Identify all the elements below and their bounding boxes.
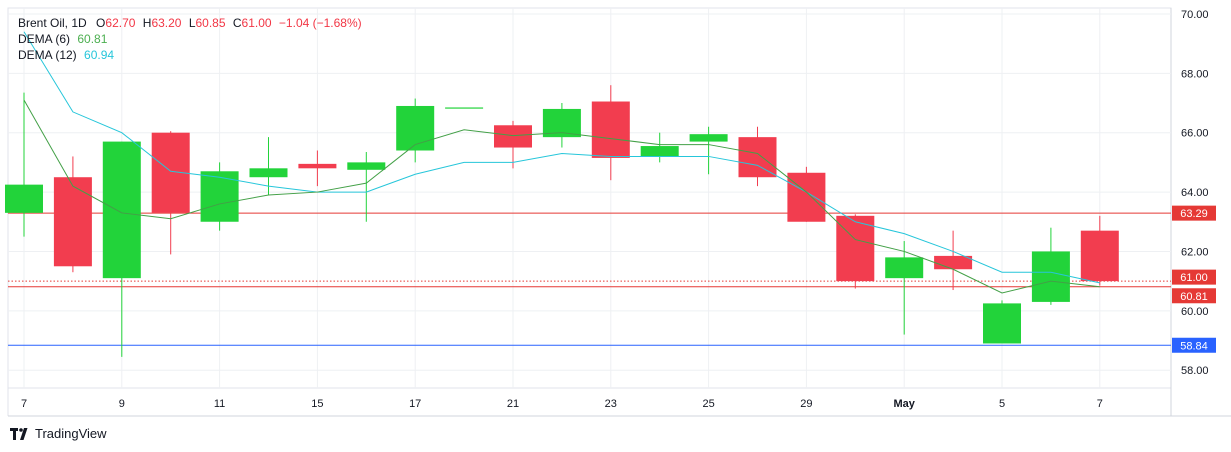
- dema12-value: 60.94: [84, 48, 115, 62]
- price-axis-label: 63.29: [1180, 208, 1208, 220]
- brand-name: TradingView: [35, 426, 107, 441]
- y-tick-label: 68.00: [1181, 68, 1209, 80]
- dema6-value: 60.81: [77, 32, 108, 46]
- candle-body: [934, 255, 973, 270]
- x-tick-label: 25: [702, 398, 714, 410]
- chart-legend: Brent Oil, 1D O62.70 H63.20 L60.85 C61.0…: [18, 15, 362, 63]
- low-label: L: [188, 16, 196, 30]
- x-tick-label: 29: [800, 398, 812, 410]
- close-label: C: [232, 16, 242, 30]
- y-tick-label: 60.00: [1181, 306, 1209, 318]
- price-axis-label: 60.81: [1180, 291, 1208, 303]
- open-value: 62.70: [105, 16, 136, 30]
- candle-body: [640, 146, 679, 157]
- y-tick-label: 70.00: [1181, 9, 1209, 21]
- symbol-label: Brent Oil, 1D: [18, 16, 87, 30]
- candle-body: [249, 168, 288, 178]
- candle-body: [298, 163, 337, 169]
- candle-body: [738, 137, 777, 178]
- x-tick-label: 7: [1097, 398, 1103, 410]
- tradingview-brand[interactable]: TradingView: [10, 426, 107, 441]
- candle-body: [1080, 230, 1119, 282]
- candle-body: [689, 134, 728, 142]
- low-value: 60.85: [195, 16, 226, 30]
- candle-body: [396, 105, 435, 151]
- candle-body: [885, 257, 924, 279]
- x-tick-label: 7: [21, 398, 27, 410]
- candle-body: [591, 101, 630, 158]
- price-axis-label-bg: [1172, 269, 1216, 285]
- candle-body: [983, 303, 1021, 344]
- y-tick-label: 62.00: [1181, 246, 1209, 258]
- dema6-label: DEMA (6): [18, 32, 71, 46]
- dema6-row: DEMA (6) 60.81: [18, 31, 362, 47]
- price-axis-label-bg: [1172, 288, 1216, 304]
- price-axis-label-bg: [1172, 205, 1216, 221]
- candle-body: [1031, 251, 1070, 302]
- price-axis-label: 61.00: [1180, 272, 1208, 284]
- x-tick-label: 11: [214, 398, 225, 410]
- high-label: H: [142, 16, 152, 30]
- x-tick-label: 23: [605, 398, 617, 410]
- price-axis-label: 58.84: [1180, 340, 1208, 352]
- candle-body: [5, 184, 43, 213]
- candle-body: [102, 141, 141, 279]
- dema6-line: [23, 99, 1100, 294]
- y-tick-label: 64.00: [1181, 187, 1209, 199]
- x-tick-label: 21: [507, 398, 519, 410]
- x-tick-label: 17: [409, 398, 421, 410]
- x-tick-label: May: [893, 398, 915, 410]
- close-value: 61.00: [241, 16, 272, 30]
- candle-body: [787, 172, 826, 222]
- ohlc-row: Brent Oil, 1D O62.70 H63.20 L60.85 C61.0…: [18, 15, 362, 31]
- x-tick-label: 9: [119, 398, 125, 410]
- candle-body: [836, 215, 875, 282]
- open-label: O: [96, 16, 106, 30]
- y-tick-label: 66.00: [1181, 128, 1209, 140]
- candle-body: [494, 125, 532, 148]
- dema12-line: [23, 31, 1100, 284]
- change-value: −1.04 (−1.68%): [278, 16, 362, 30]
- x-tick-label: 15: [311, 398, 323, 410]
- candle-body: [53, 177, 92, 267]
- candle-body: [200, 171, 239, 222]
- dema12-row: DEMA (12) 60.94: [18, 47, 362, 63]
- y-tick-label: 58.00: [1181, 365, 1209, 377]
- tradingview-logo-icon: [10, 427, 28, 440]
- high-value: 63.20: [151, 16, 182, 30]
- dema12-label: DEMA (12): [18, 48, 77, 62]
- candle-body: [347, 162, 386, 170]
- price-axis-label-bg: [1172, 337, 1216, 353]
- x-tick-label: 5: [999, 398, 1005, 410]
- candle-body: [445, 107, 484, 109]
